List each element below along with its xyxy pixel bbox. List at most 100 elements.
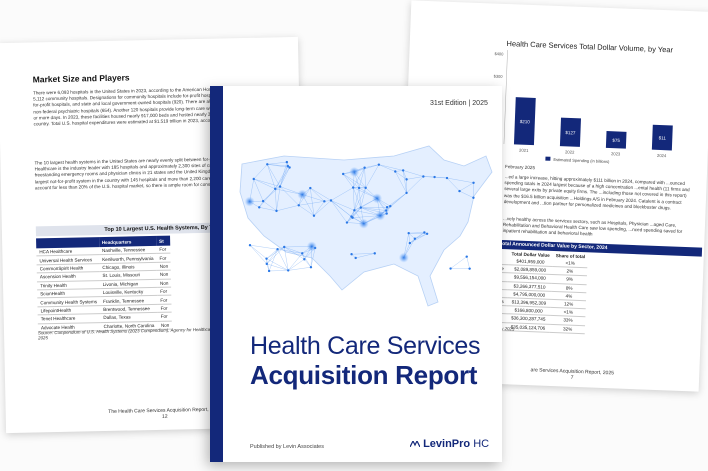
network-node [389,204,392,208]
bar-value-label: $75 [612,138,620,143]
y-tick-label: $400 [494,51,504,56]
network-node [425,232,429,236]
cover-title-line-1: Health Care Services [250,332,481,360]
network-node [407,231,410,235]
network-node [248,243,252,247]
network-node [350,215,353,218]
section-heading: Market Size and Players [32,72,130,85]
network-node [468,267,471,270]
network-node [372,193,383,204]
network-node [283,245,286,249]
bar-2024 [651,124,673,151]
network-node [274,187,277,191]
network-node [265,262,268,266]
dollar-volume-bar-chart: Health Care Services Total Dollar Volume… [492,39,674,164]
sector-value-table: Total Dollar Value Share of total $401,95… [494,250,588,334]
network-node [375,210,386,221]
network-node [449,267,452,270]
logo-suffix: HC [473,438,490,450]
x-tick-label: 2022 [565,149,575,154]
network-node [363,166,366,169]
network-node [350,253,353,256]
network-node [353,209,356,212]
report-cover: 31st Edition | 2025 Health Care Services… [210,86,502,462]
cover-spine [210,86,223,462]
x-tick-label: 2021 [519,148,529,153]
network-node [385,205,389,209]
network-node [364,186,367,190]
network-node [358,218,369,229]
network-node [306,241,317,252]
cover-title-line-2: Acquisition Report [250,360,478,390]
table-cell: For [157,303,173,313]
bar-value-label: $127 [565,130,576,135]
table-cell: Non [156,278,172,288]
network-node [472,181,475,185]
network-node [267,269,271,273]
network-node [329,199,333,202]
table-cell: For [156,253,172,263]
network-node [433,175,436,179]
network-node [405,178,408,181]
bar-value-label: $210 [520,119,531,124]
network-node [265,257,268,260]
network-node [385,212,388,215]
table-cell: Non [156,261,172,271]
bar-2021 [513,97,536,146]
legend-swatch [545,156,551,161]
us-network-map-illustration [239,145,493,307]
network-node [276,248,279,251]
y-axis [503,50,508,145]
bar-2022 [559,117,581,147]
network-node [266,163,269,166]
logo-text: LevinPro [423,438,471,450]
network-node [354,256,357,260]
network-node [258,206,261,209]
network-node [413,237,417,240]
network-node [472,196,475,199]
network-node [244,196,255,207]
table-cell: Non [156,270,172,279]
levinpro-logo: LevinPro HC [409,438,490,450]
logo-mark-icon [409,438,421,448]
network-node [351,186,355,189]
table-cell: For [157,295,172,305]
network-node [303,258,306,261]
network-node [422,175,425,178]
network-node [261,199,265,203]
network-node [359,206,363,209]
network-node [465,255,468,258]
table-cell: For [157,312,173,321]
network-node [297,189,308,200]
network-node [287,269,290,272]
network-node [377,163,381,166]
network-node [309,266,313,269]
network-node [373,252,376,255]
network-node [398,252,409,263]
network-node [458,189,461,193]
network-node [345,221,349,224]
table-cell: 32% [549,323,586,334]
network-node [405,191,408,195]
network-node [323,200,326,203]
column-header: St [156,235,171,246]
publisher-credit: Published by Levin Associates [250,444,324,450]
bar-value-label: $11 [659,135,667,140]
network-node [408,241,412,245]
edition-label: 31st Edition | 2025 [430,100,488,107]
legend-label: Estimated Spending (in billions) [553,157,610,164]
network-node [357,186,361,190]
network-node [349,166,360,177]
chart-title: Health Care Services Total Dollar Volume… [506,39,673,54]
paragraph: ...ed a large increase, hitting approxim… [503,174,690,211]
right-report-page: Health Care Services Total Dollar Volume… [396,0,708,392]
x-tick-label: 2023 [611,151,621,156]
y-tick-label: $300 [494,74,504,79]
health-systems-table: Headquarters St HCA Healthcare Nashville, … [36,235,173,333]
network-node [278,185,282,188]
network-node [286,164,290,168]
network-node [301,252,304,255]
paragraph: ...vely healthy across the services sect… [502,216,683,237]
network-node [312,214,316,217]
